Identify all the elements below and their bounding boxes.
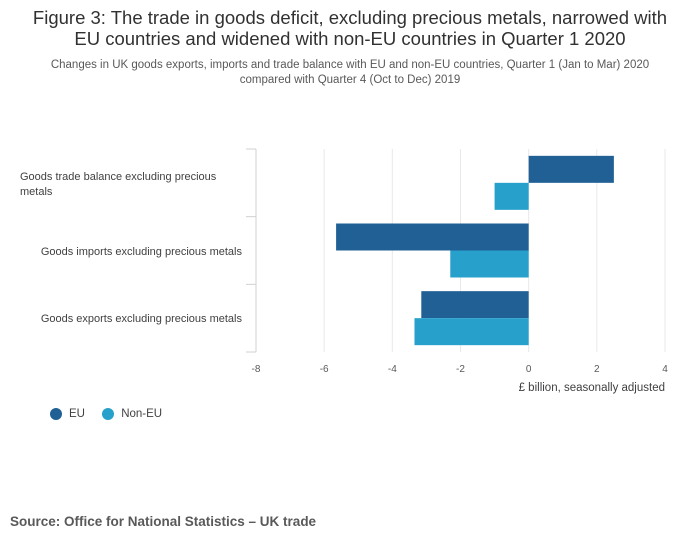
chart-title: Figure 3: The trade in goods deficit, ex… <box>32 7 668 49</box>
legend: EU Non-EU <box>50 408 176 423</box>
bar-non-eu-1 <box>450 250 529 278</box>
legend-label-non-eu: Non-EU <box>121 408 163 420</box>
legend-label-eu: EU <box>69 408 85 420</box>
bar-non-eu-0 <box>494 182 529 210</box>
legend-swatch-non-eu <box>102 408 115 420</box>
category-label-trade-balance: Goods trade balance excluding precious m… <box>20 171 217 198</box>
x-tick-label--4: -4 <box>388 364 397 375</box>
bar-eu-2 <box>421 291 529 319</box>
x-tick-label--6: -6 <box>320 364 329 375</box>
legend-item-non-eu[interactable]: Non-EU <box>102 408 162 420</box>
chart-subtitle: Changes in UK goods exports, imports and… <box>50 59 650 86</box>
category-label-imports: Goods imports excluding precious metals <box>40 246 242 258</box>
x-axis-label: £ billion, seasonally adjusted <box>518 382 665 394</box>
x-tick-label-2: 2 <box>594 364 600 375</box>
bar-eu-1 <box>336 223 529 251</box>
category-label-exports: Goods exports excluding precious metals <box>40 313 242 325</box>
bar-non-eu-2 <box>414 318 529 346</box>
x-tick-label--2: -2 <box>456 364 465 375</box>
x-tick-label-0: 0 <box>526 364 532 375</box>
x-tick-label--8: -8 <box>252 364 261 375</box>
legend-swatch-eu <box>50 408 62 420</box>
source-note: Source: Office for National Statistics –… <box>10 514 317 529</box>
x-tick-label-4: 4 <box>662 364 668 375</box>
legend-item-eu[interactable]: EU <box>50 408 85 420</box>
bar-eu-0 <box>528 155 614 183</box>
